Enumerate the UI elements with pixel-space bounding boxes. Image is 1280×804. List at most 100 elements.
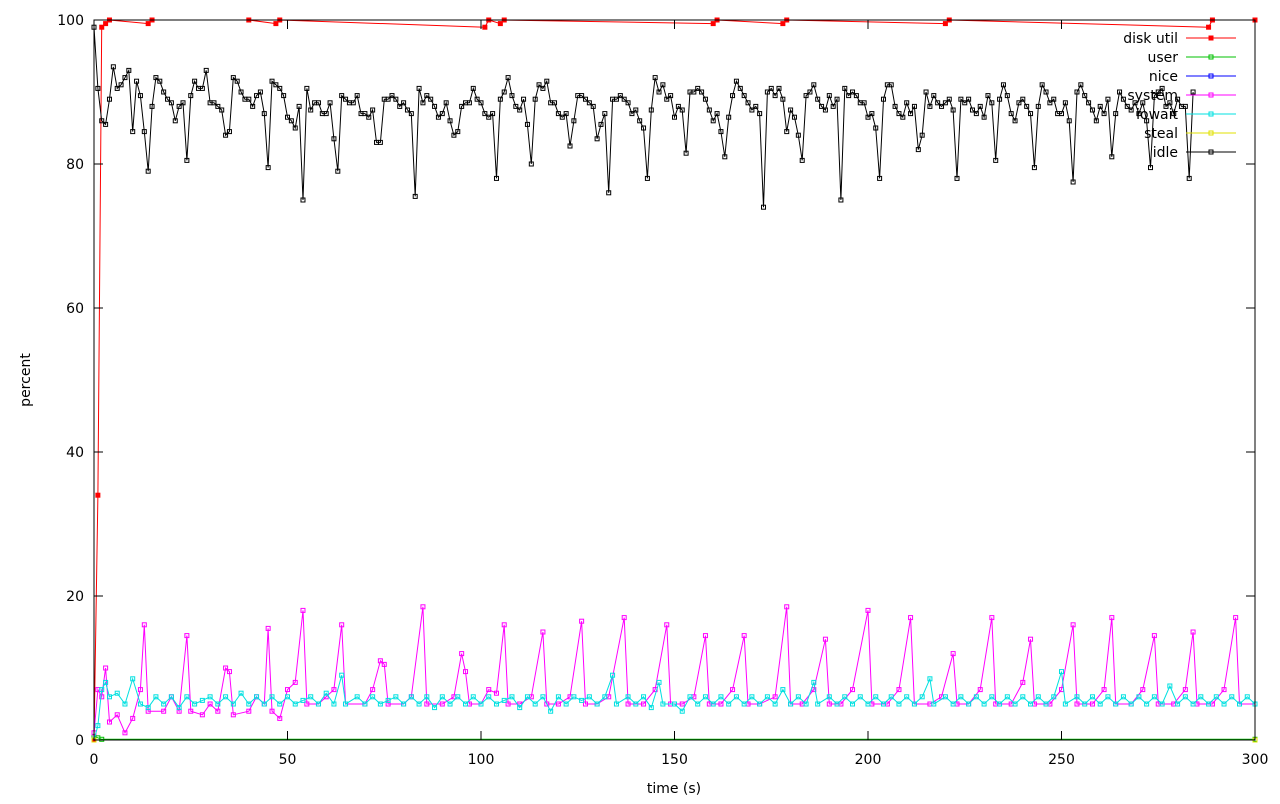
data-point [997, 96, 1003, 102]
data-point [939, 103, 945, 109]
data-point [1237, 701, 1243, 707]
data-point [304, 701, 310, 707]
data-point [466, 100, 472, 106]
data-point [203, 67, 209, 73]
data-point [238, 89, 244, 95]
data-point [617, 93, 623, 99]
data-point [1004, 694, 1010, 700]
data-point [1140, 687, 1146, 693]
data-point [679, 708, 685, 714]
legend-label: system [1127, 88, 1178, 104]
data-point [973, 111, 979, 117]
data-point [892, 103, 898, 109]
data-point [172, 118, 178, 124]
data-point [931, 701, 937, 707]
data-point [1101, 111, 1107, 117]
data-point [714, 111, 720, 117]
data-point [339, 622, 345, 628]
data-point [919, 132, 925, 138]
legend-label: iowait [1136, 107, 1178, 123]
data-point [1171, 111, 1177, 117]
data-point [223, 665, 229, 671]
data-point [439, 694, 445, 700]
data-point [412, 193, 418, 199]
data-point [145, 168, 151, 174]
data-point [927, 103, 933, 109]
data-point [122, 75, 128, 81]
data-point [838, 197, 844, 203]
data-point [478, 701, 484, 707]
data-point [904, 100, 910, 106]
data-point [590, 103, 596, 109]
data-point [822, 107, 828, 113]
data-point [548, 708, 554, 714]
data-point [981, 114, 987, 120]
data-point [1159, 701, 1165, 707]
data-point [1128, 107, 1134, 113]
data-point [1144, 118, 1150, 124]
data-point [1020, 96, 1026, 102]
data-point [757, 701, 763, 707]
data-point [954, 175, 960, 181]
data-point [424, 694, 430, 700]
data-point [1043, 89, 1049, 95]
data-point [776, 85, 782, 91]
data-point [641, 125, 647, 131]
data-point [1082, 701, 1088, 707]
data-point [656, 679, 662, 685]
data-point [586, 694, 592, 700]
data-point [474, 96, 480, 102]
data-point [292, 679, 298, 685]
data-point [226, 669, 232, 675]
data-point [1097, 701, 1103, 707]
data-point [648, 705, 654, 711]
data-point [641, 701, 647, 707]
data-point [1051, 694, 1057, 700]
data-point [505, 701, 511, 707]
data-point [482, 111, 488, 117]
data-point [788, 701, 794, 707]
data-point [795, 694, 801, 700]
series-system [91, 604, 1258, 736]
data-point [1128, 701, 1134, 707]
data-point [389, 93, 395, 99]
data-point [977, 687, 983, 693]
data-point [850, 701, 856, 707]
data-point [149, 103, 155, 109]
data-point [246, 708, 252, 714]
data-point [1028, 701, 1034, 707]
data-point [207, 701, 213, 707]
data-point [219, 107, 225, 113]
series-line [93, 606, 1255, 734]
data-point [254, 93, 260, 99]
data-point [675, 103, 681, 109]
data-point [931, 93, 937, 99]
data-point [1182, 694, 1188, 700]
data-point [1035, 103, 1041, 109]
data-point [981, 701, 987, 707]
data-point [230, 712, 236, 718]
data-point [811, 687, 817, 693]
series-line [93, 671, 1256, 741]
data-point [834, 96, 840, 102]
data-point [741, 701, 747, 707]
data-point [579, 697, 585, 703]
data-point [563, 111, 569, 117]
data-point [571, 118, 577, 124]
data-point [830, 103, 836, 109]
data-point [977, 103, 983, 109]
data-point [145, 21, 151, 27]
data-point [463, 701, 469, 707]
data-point [122, 730, 128, 736]
data-point [1008, 111, 1014, 117]
data-point [99, 736, 105, 742]
data-point [130, 129, 136, 135]
data-point [540, 85, 546, 91]
data-point [331, 136, 337, 142]
data-point [726, 701, 732, 707]
data-point [1093, 118, 1099, 124]
data-point [1151, 694, 1157, 700]
data-point [377, 701, 383, 707]
data-point [161, 708, 167, 714]
